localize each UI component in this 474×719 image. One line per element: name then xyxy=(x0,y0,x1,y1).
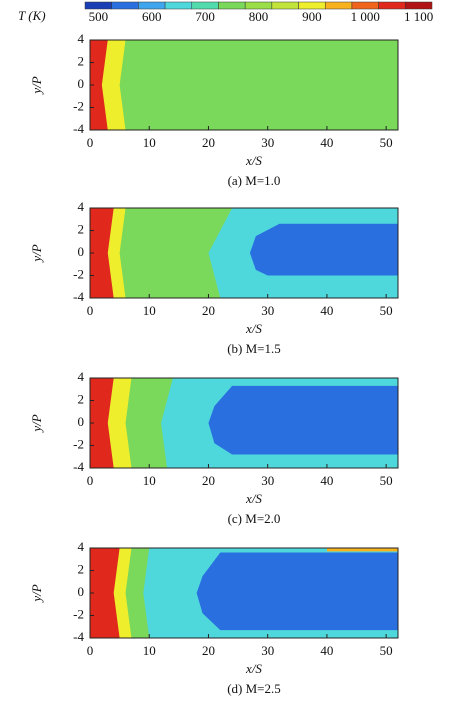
y-tick-label: -4 xyxy=(73,289,84,304)
y-tick-label: 0 xyxy=(78,244,85,259)
x-tick-label: 10 xyxy=(143,473,156,488)
y-tick-label: -4 xyxy=(73,629,84,644)
contour-region xyxy=(208,385,398,455)
y-tick-label: 0 xyxy=(78,414,85,429)
y-axis-label: y/P xyxy=(29,76,44,95)
colorbar-band xyxy=(84,1,112,10)
x-tick-label: 0 xyxy=(87,303,94,318)
x-tick-label: 40 xyxy=(320,473,333,488)
contour-region xyxy=(326,548,398,552)
y-tick-label: 0 xyxy=(78,76,85,91)
colorbar-band xyxy=(298,1,326,10)
contour-region xyxy=(196,552,398,631)
x-tick-label: 30 xyxy=(261,643,274,658)
x-tick-label: 40 xyxy=(320,135,333,150)
colorbar-band xyxy=(351,1,379,10)
contour-region xyxy=(90,40,398,130)
caption: (c) M=2.0 xyxy=(228,511,281,526)
colorbar-band xyxy=(271,1,299,10)
colorbar-tick-label: 1 000 xyxy=(351,9,380,24)
y-axis-label: y/P xyxy=(29,584,44,603)
contour-region xyxy=(90,208,114,298)
y-tick-label: 0 xyxy=(78,584,85,599)
colorbar-band xyxy=(324,1,353,10)
y-axis-label: y/P xyxy=(29,414,44,433)
colorbar-tick-label: 600 xyxy=(142,9,162,24)
x-axis-label: x/S xyxy=(245,153,262,168)
y-tick-label: -2 xyxy=(73,606,84,621)
colorbar-tick-label: 1 100 xyxy=(404,9,433,24)
caption: (b) M=1.5 xyxy=(227,341,281,356)
colorbar-band xyxy=(218,1,246,10)
colorbar-band xyxy=(138,1,166,10)
x-axis-label: x/S xyxy=(245,321,262,336)
x-tick-label: 20 xyxy=(202,135,215,150)
x-tick-label: 40 xyxy=(320,303,333,318)
contour-region xyxy=(90,40,108,130)
x-tick-label: 50 xyxy=(380,135,393,150)
y-tick-label: -2 xyxy=(73,436,84,451)
colorbar-band xyxy=(164,1,193,10)
y-tick-label: 2 xyxy=(78,391,85,406)
x-tick-label: 50 xyxy=(380,473,393,488)
x-tick-label: 20 xyxy=(202,643,215,658)
contour-region xyxy=(249,223,398,276)
colorbar-title: T (K) xyxy=(18,8,46,23)
contour-region xyxy=(90,548,120,638)
x-tick-label: 10 xyxy=(143,135,156,150)
y-tick-label: -2 xyxy=(73,98,84,113)
x-tick-label: 0 xyxy=(87,643,94,658)
y-axis-label: y/P xyxy=(29,244,44,263)
x-tick-label: 50 xyxy=(380,643,393,658)
y-tick-label: -4 xyxy=(73,459,84,474)
y-tick-label: 4 xyxy=(78,369,85,384)
caption: (a) M=1.0 xyxy=(228,173,281,188)
y-tick-label: 2 xyxy=(78,221,85,236)
colorbar-band xyxy=(191,1,219,10)
colorbar-band xyxy=(378,1,406,10)
x-tick-label: 10 xyxy=(143,643,156,658)
x-tick-label: 20 xyxy=(202,303,215,318)
colorbar-tick-label: 900 xyxy=(302,9,322,24)
colorbar-band xyxy=(111,1,139,10)
x-axis-label: x/S xyxy=(245,491,262,506)
colorbar-band xyxy=(405,1,433,10)
x-tick-label: 30 xyxy=(261,135,274,150)
y-tick-label: 4 xyxy=(78,539,85,554)
x-tick-label: 0 xyxy=(87,473,94,488)
y-tick-label: -2 xyxy=(73,266,84,281)
x-tick-label: 10 xyxy=(143,303,156,318)
x-tick-label: 0 xyxy=(87,135,94,150)
colorbar-tick-label: 700 xyxy=(195,9,215,24)
x-tick-label: 20 xyxy=(202,473,215,488)
y-tick-label: 4 xyxy=(78,31,85,46)
x-tick-label: 30 xyxy=(261,473,274,488)
caption: (d) M=2.5 xyxy=(227,681,281,696)
y-tick-label: 2 xyxy=(78,53,85,68)
x-axis-label: x/S xyxy=(245,661,262,676)
x-tick-label: 40 xyxy=(320,643,333,658)
colorbar-tick-label: 500 xyxy=(89,9,109,24)
colorbar-tick-label: 800 xyxy=(249,9,269,24)
y-tick-label: -4 xyxy=(73,121,84,136)
colorbar-band xyxy=(244,1,273,10)
y-tick-label: 2 xyxy=(78,561,85,576)
y-tick-label: 4 xyxy=(78,199,85,214)
x-tick-label: 50 xyxy=(380,303,393,318)
contour-region xyxy=(90,378,114,468)
x-tick-label: 30 xyxy=(261,303,274,318)
